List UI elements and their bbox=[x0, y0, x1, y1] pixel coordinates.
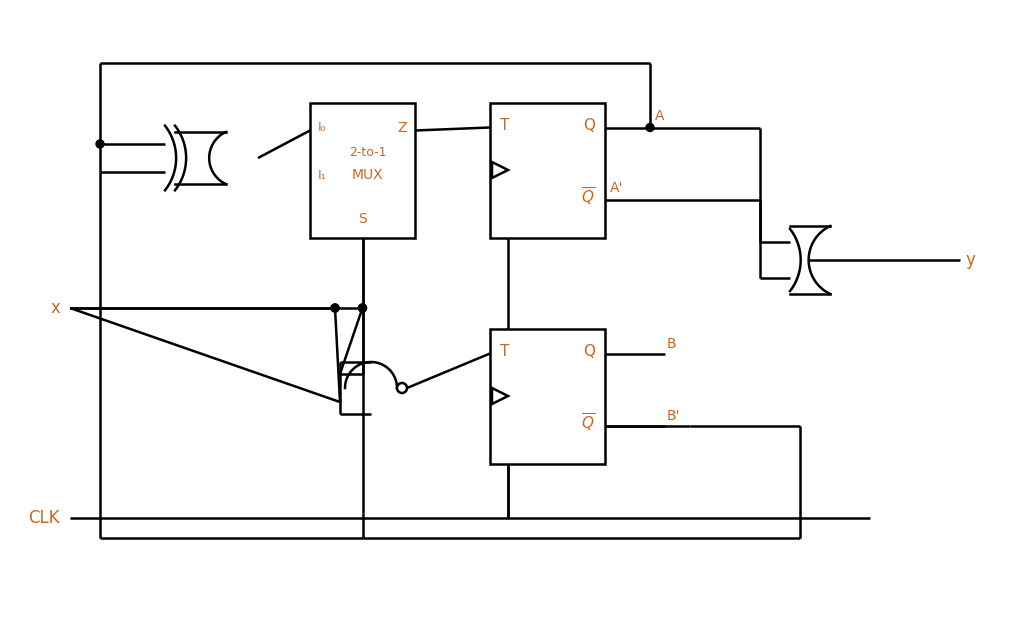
Text: Q: Q bbox=[583, 117, 595, 132]
Text: $\overline{Q}$: $\overline{Q}$ bbox=[581, 185, 595, 208]
Text: T: T bbox=[500, 117, 509, 132]
Bar bbox=[490, 329, 605, 464]
Text: x: x bbox=[50, 299, 60, 317]
Circle shape bbox=[358, 304, 367, 312]
Text: Q: Q bbox=[583, 344, 595, 358]
Text: $\overline{Q}$: $\overline{Q}$ bbox=[581, 412, 595, 433]
Text: I₁: I₁ bbox=[318, 169, 327, 182]
Text: B: B bbox=[667, 336, 677, 350]
Text: Z: Z bbox=[397, 121, 407, 135]
Circle shape bbox=[358, 304, 367, 312]
Circle shape bbox=[331, 304, 339, 312]
Bar bbox=[310, 103, 415, 237]
Bar bbox=[490, 103, 605, 237]
Text: S: S bbox=[358, 211, 367, 226]
Text: CLK: CLK bbox=[29, 509, 60, 527]
Circle shape bbox=[646, 124, 654, 132]
Circle shape bbox=[331, 304, 339, 312]
Text: y: y bbox=[965, 251, 975, 269]
Circle shape bbox=[397, 383, 407, 393]
Text: T: T bbox=[500, 344, 509, 358]
Text: A: A bbox=[655, 109, 665, 122]
Text: B': B' bbox=[667, 408, 681, 423]
Text: A': A' bbox=[610, 180, 624, 195]
Text: I₀: I₀ bbox=[318, 121, 327, 133]
Text: MUX: MUX bbox=[352, 168, 384, 182]
Circle shape bbox=[96, 140, 104, 148]
Text: 2-to-1: 2-to-1 bbox=[349, 145, 386, 158]
